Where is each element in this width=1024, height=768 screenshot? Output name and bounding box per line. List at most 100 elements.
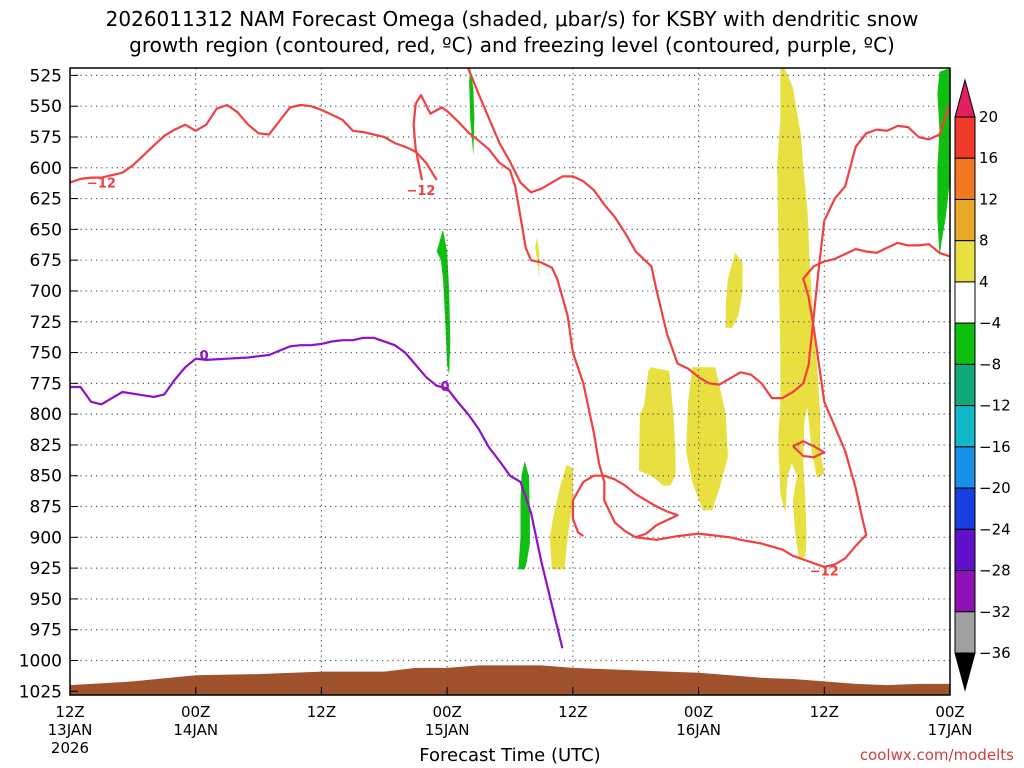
omega-region-6	[725, 252, 743, 328]
y-tick-label-1025: 1025	[19, 682, 62, 702]
omega-region-3	[937, 68, 950, 257]
x-tick-label-3-0: 00Z	[432, 703, 461, 721]
colorbar-segment-7	[954, 363, 976, 407]
omega-region-0	[469, 68, 475, 156]
colorbar-label-0: 20	[979, 108, 998, 126]
colorbar-label-12: −32	[979, 603, 1011, 621]
y-tick-label-650: 650	[30, 220, 62, 240]
contour-label-3: 0	[200, 349, 209, 364]
colorbar-segment-4	[954, 240, 976, 283]
x-tick-label-0-1: 13JAN	[48, 721, 93, 739]
omega-region-7	[638, 367, 676, 486]
y-tick-label-725: 725	[30, 313, 62, 333]
x-tick-label-4-0: 12Z	[558, 703, 587, 721]
colorbar-segment-0	[954, 78, 976, 118]
y-tick-label-975: 975	[30, 621, 62, 641]
omega-region-1	[436, 229, 451, 375]
omega-region-2	[518, 461, 530, 570]
contour-label-2: −12	[810, 565, 839, 580]
site-credit: coolwx.com/modelts	[859, 746, 1014, 764]
y-tick-label-575: 575	[30, 128, 62, 148]
contour-label-0: −12	[87, 177, 116, 192]
y-tick-label-700: 700	[30, 282, 62, 302]
y-tick-label-950: 950	[30, 590, 62, 610]
dgz-contour-4	[571, 474, 679, 539]
colorbar-segment-13	[954, 611, 976, 654]
x-tick-label-7-1: 17JAN	[928, 721, 973, 739]
colorbar-label-5: −4	[979, 314, 1001, 332]
x-tick-label-0-0: 12Z	[55, 703, 84, 721]
y-tick-label-675: 675	[30, 251, 62, 271]
grid-lines	[70, 68, 950, 695]
colorbar-segment-2	[954, 157, 976, 200]
x-axis-title: Forecast Time (UTC)	[419, 745, 601, 766]
terrain-surface	[70, 665, 950, 695]
x-tick-label-0-2: 2026	[51, 739, 89, 757]
colorbar-label-7: −12	[979, 397, 1011, 415]
colorbar-segment-14	[954, 652, 976, 692]
x-tick-label-1-1: 14JAN	[173, 721, 218, 739]
colorbar-segment-1	[954, 116, 976, 159]
y-tick-label-925: 925	[30, 559, 62, 579]
colorbar-label-1: 16	[979, 149, 998, 167]
y-tick-label-900: 900	[30, 528, 62, 548]
x-tick-label-7-0: 00Z	[935, 703, 964, 721]
colorbar-segment-8	[954, 405, 976, 448]
colorbar-label-9: −20	[979, 479, 1011, 497]
y-tick-label-750: 750	[30, 344, 62, 364]
contour-label-4: 0	[441, 380, 450, 395]
y-tick-label-550: 550	[30, 97, 62, 117]
omega-colorbar: 20 16 12 8 4 −4 −8 −12 −16 −20 −24 −28 −32 −36	[954, 78, 1011, 692]
y-tick-label-875: 875	[30, 498, 62, 518]
y-axis: 525 550 575 600 625 650 675 700 725 750 775 800 825 8…	[19, 66, 78, 702]
colorbar-segment-6	[954, 322, 976, 365]
contour-labels: −12 −12 −12 0 0	[87, 177, 839, 580]
dgz-contour-3	[792, 440, 826, 459]
x-tick-label-3-1: 15JAN	[425, 721, 470, 739]
dgz-contour-1	[412, 93, 950, 569]
dgz-contour-2	[467, 68, 950, 400]
y-tick-label-800: 800	[30, 405, 62, 425]
y-tick-label-525: 525	[30, 66, 62, 86]
colorbar-label-3: 8	[979, 232, 989, 250]
colorbar-segment-11	[954, 528, 976, 572]
freezing-level-contour	[70, 336, 564, 649]
colorbar-label-4: 4	[979, 273, 989, 291]
colorbar-label-2: 12	[979, 190, 998, 208]
y-tick-label-625: 625	[30, 190, 62, 210]
temperature-contours	[70, 68, 950, 649]
x-tick-label-1-0: 00Z	[181, 703, 210, 721]
colorbar-label-13: −36	[979, 644, 1011, 662]
colorbar-label-11: −28	[979, 562, 1011, 580]
dgz-contour-0	[70, 103, 438, 184]
chart-title-line-2: growth region (contoured, red, ºC) and f…	[129, 33, 895, 57]
x-tick-label-5-0: 00Z	[684, 703, 713, 721]
y-tick-label-1000: 1000	[19, 652, 62, 672]
omega-region-5	[549, 464, 573, 570]
y-tick-label-825: 825	[30, 436, 62, 456]
colorbar-segment-10	[954, 487, 976, 530]
colorbar-segment-5	[954, 281, 976, 324]
omega-region-4	[535, 236, 540, 279]
omega-region-8	[686, 367, 728, 511]
omega-region-9	[777, 68, 825, 560]
x-tick-label-5-1: 16JAN	[676, 721, 721, 739]
x-tick-label-2-0: 12Z	[307, 703, 336, 721]
y-tick-label-850: 850	[30, 467, 62, 487]
y-tick-label-775: 775	[30, 374, 62, 394]
plot-frame	[69, 67, 951, 696]
y-tick-label-600: 600	[30, 159, 62, 179]
omega-shading	[436, 68, 950, 570]
chart-title-line-1: 2026011312 NAM Forecast Omega (shaded, μ…	[105, 7, 919, 31]
x-tick-label-6-0: 12Z	[810, 703, 839, 721]
colorbar-label-10: −24	[979, 520, 1011, 538]
terrain-fill	[70, 665, 950, 695]
colorbar-segment-3	[954, 198, 976, 242]
contour-label-1: −12	[406, 184, 435, 199]
colorbar-label-8: −16	[979, 438, 1011, 456]
chart-title: 2026011312 NAM Forecast Omega (shaded, μ…	[0, 6, 1024, 58]
colorbar-segment-12	[954, 570, 976, 613]
colorbar-segment-9	[954, 446, 976, 489]
